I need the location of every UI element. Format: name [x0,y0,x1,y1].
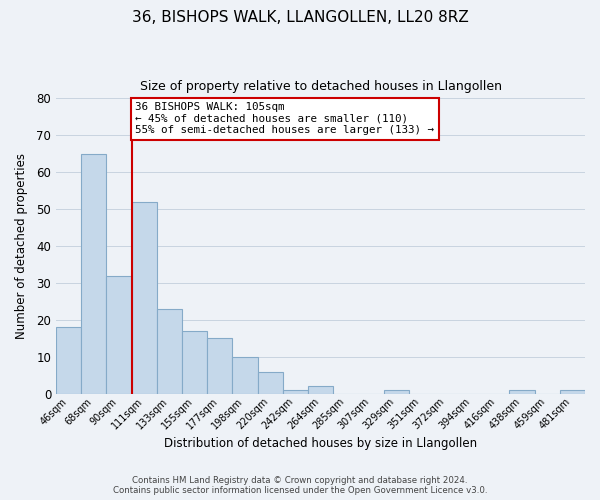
Bar [182,331,207,394]
Bar [81,154,106,394]
Bar [232,357,257,394]
X-axis label: Distribution of detached houses by size in Llangollen: Distribution of detached houses by size … [164,437,477,450]
Bar [383,390,409,394]
Text: Contains HM Land Registry data © Crown copyright and database right 2024.
Contai: Contains HM Land Registry data © Crown c… [113,476,487,495]
Bar [283,390,308,394]
Bar [106,276,131,394]
Bar [207,338,232,394]
Bar [560,390,585,394]
Title: Size of property relative to detached houses in Llangollen: Size of property relative to detached ho… [140,80,502,93]
Bar [56,328,81,394]
Bar [509,390,535,394]
Bar [131,202,157,394]
Bar [308,386,333,394]
Text: 36 BISHOPS WALK: 105sqm
← 45% of detached houses are smaller (110)
55% of semi-d: 36 BISHOPS WALK: 105sqm ← 45% of detache… [136,102,434,135]
Bar [157,309,182,394]
Text: 36, BISHOPS WALK, LLANGOLLEN, LL20 8RZ: 36, BISHOPS WALK, LLANGOLLEN, LL20 8RZ [131,10,469,25]
Y-axis label: Number of detached properties: Number of detached properties [15,153,28,339]
Bar [257,372,283,394]
